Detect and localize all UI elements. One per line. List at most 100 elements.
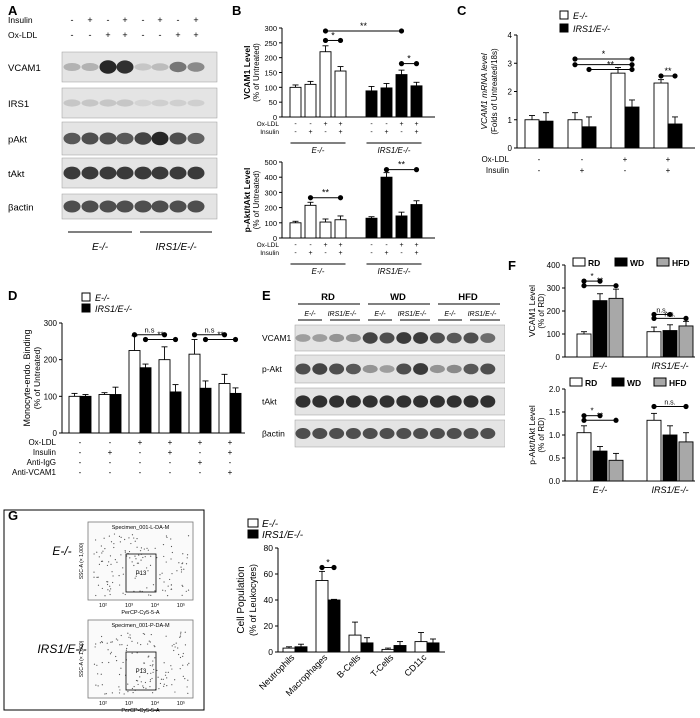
treatment-sign: + (193, 15, 198, 25)
flow-xlabel: PerCP-Cy5-5-A (121, 610, 160, 616)
treatment-sign: - (294, 129, 297, 136)
flow-event (171, 573, 173, 575)
panel-label-a: A (8, 3, 18, 18)
sig-d-star2-dot (232, 336, 239, 343)
flow-event (93, 553, 95, 555)
treatment-sign: - (294, 250, 297, 257)
treatment-sign: - (538, 166, 541, 175)
treatment-sign: + (323, 242, 327, 249)
legend-swatch (656, 257, 670, 267)
flow-event (108, 535, 110, 537)
flow-event (144, 681, 147, 684)
y-tick-label: 0 (53, 429, 58, 438)
group-sublabel-irs: IRS1/E-/- (398, 311, 427, 318)
flow-event (186, 554, 189, 556)
treatment-sign: - (294, 121, 297, 128)
blot-band (187, 166, 205, 180)
flow-event (96, 664, 98, 666)
treatment-sign: + (338, 250, 342, 257)
flow-plot (87, 521, 194, 601)
data-bar (426, 642, 440, 653)
blot-band (63, 200, 81, 213)
blot-band (134, 166, 152, 180)
sig-f2-c-dot (683, 403, 689, 410)
sig-f2-a-label: * (590, 407, 593, 416)
flow-event (165, 671, 167, 673)
legend-swatch-e (247, 518, 259, 528)
legend-label-irs: IRS1/E-/- (95, 304, 132, 314)
flow-event (117, 639, 119, 641)
treatment-sign: + (198, 438, 203, 447)
flow-event (164, 674, 167, 676)
treatment-sign: - (139, 468, 142, 477)
flow-event (178, 653, 180, 656)
sig-f2-b-dot (613, 417, 619, 423)
blot-band (362, 428, 378, 439)
sig-b2-b-dot (383, 167, 390, 173)
y-tick-label: 60 (264, 569, 274, 579)
legend-label-e: E-/- (262, 519, 279, 530)
sig-b2-b-dot (413, 167, 420, 173)
blot-band (63, 99, 81, 107)
blot-band (345, 428, 361, 439)
sig-f1-a-label: * (590, 272, 593, 281)
flow-event (143, 633, 146, 635)
flow-event (164, 590, 166, 592)
y-tick-label: 20 (264, 621, 274, 631)
y-tick-label: 3 (508, 59, 513, 68)
flow-event (111, 641, 113, 643)
flow-event (106, 583, 109, 586)
treatment-sign: + (414, 121, 418, 128)
flow-event (121, 644, 123, 646)
flow-event (147, 643, 149, 645)
flow-event (119, 541, 121, 543)
flow-event (113, 546, 115, 549)
y-axis-label: VCAM1 mRNA level (479, 52, 489, 129)
flow-event (115, 638, 118, 640)
blot-band (480, 428, 496, 439)
treatment-sign: - (370, 250, 373, 257)
panel-b-pakt-chart: 0 100 200 300 400 500 p-Akt/tAkt Level (% of Un… (242, 158, 435, 276)
flow-event (144, 556, 146, 558)
data-bar (334, 219, 347, 239)
blot-band (134, 99, 152, 107)
sig-b1-a-dot (337, 37, 344, 44)
legend-swatch (653, 377, 667, 387)
treatment-sign: - (142, 30, 145, 40)
flow-event (148, 640, 150, 642)
flow-event (166, 677, 168, 679)
flow-event (159, 574, 161, 576)
treatment-sign: + (323, 121, 327, 128)
blot-band (463, 428, 479, 439)
sig-b1-c-dot (398, 28, 405, 34)
treatment-sign: - (400, 250, 403, 257)
flow-event (184, 644, 187, 646)
category-label: IRS1/E-/- (651, 361, 688, 371)
data-bar (667, 123, 683, 149)
sig-b1-b-label: * (407, 54, 411, 64)
flow-event (95, 684, 97, 686)
treatment-sign: - (324, 250, 327, 257)
flow-event (106, 564, 109, 567)
group-sublabel-e: E-/- (444, 311, 456, 318)
flow-event (104, 548, 106, 550)
data-bar (410, 204, 423, 239)
flow-gate-label: P13 (136, 571, 147, 577)
data-bar (289, 222, 302, 239)
blot-band (295, 428, 311, 439)
sig-d-star1-dot (142, 336, 149, 343)
blot-band (463, 395, 479, 408)
flow-event (175, 642, 177, 644)
blot-band (81, 63, 99, 71)
y-tick-label: 100 (44, 392, 58, 401)
blot-band (99, 166, 117, 180)
flow-event (163, 685, 165, 687)
flow-event (126, 644, 128, 646)
flow-event (159, 682, 162, 685)
flow-event (180, 631, 182, 633)
blot-label: tAkt (8, 169, 25, 180)
blot-band (379, 365, 395, 373)
flow-event (139, 550, 142, 552)
blot-band (151, 131, 169, 146)
flow-event (118, 686, 120, 688)
